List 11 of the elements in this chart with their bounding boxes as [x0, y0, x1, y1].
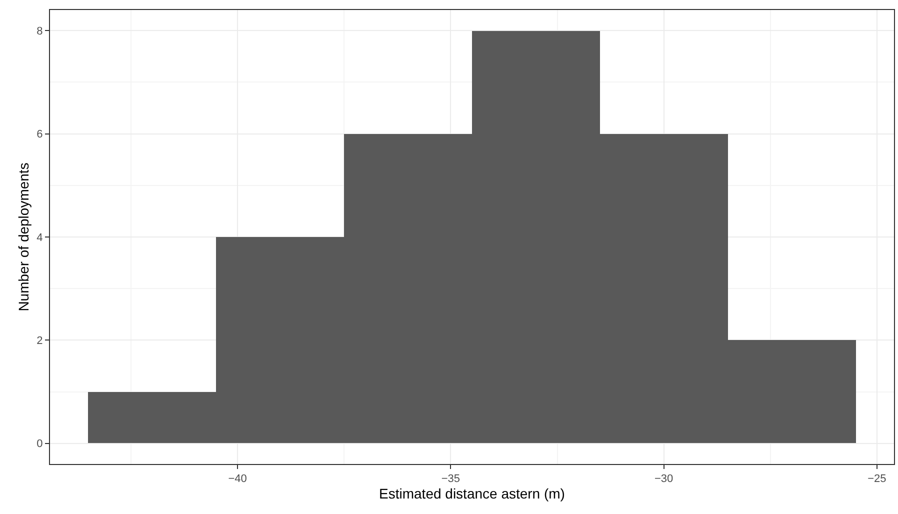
y-tick-label: 0 — [36, 438, 43, 450]
x-tick-label: −25 — [868, 473, 886, 486]
x-tick-label: −30 — [654, 473, 674, 486]
y-tick-label: 6 — [36, 128, 43, 141]
y-tick-label: 4 — [36, 232, 43, 244]
y-axis-title: Number of deployments — [15, 162, 32, 312]
x-axis-title: Estimated distance astern (m) — [379, 486, 565, 502]
y-tick-label: 8 — [36, 25, 43, 38]
x-tick-label: −35 — [441, 473, 460, 486]
y-tick-label: 2 — [36, 335, 43, 348]
x-tick-label: −40 — [228, 473, 247, 486]
